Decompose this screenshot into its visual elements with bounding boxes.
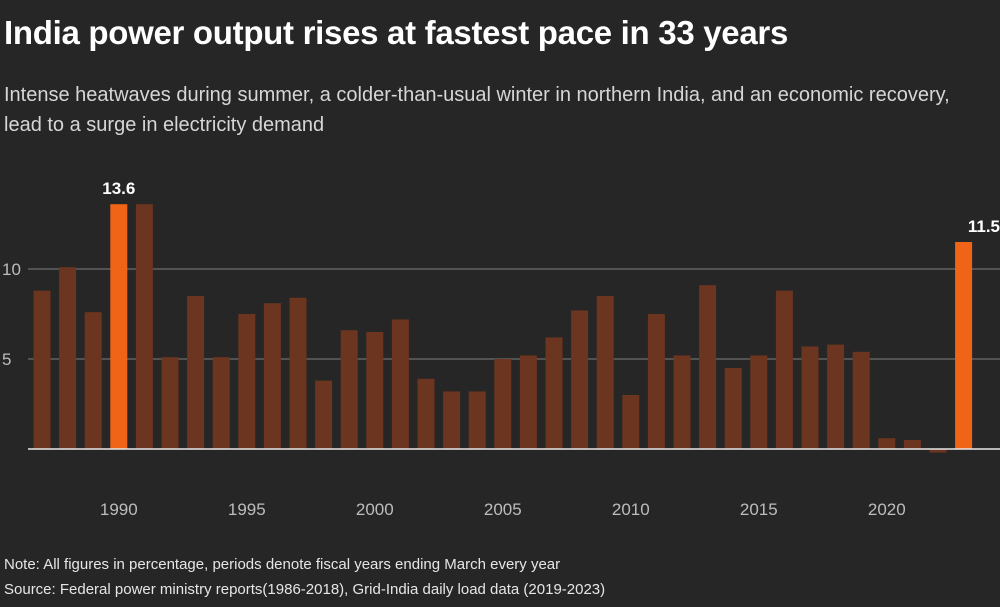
chart-source: Source: Federal power ministry reports(1… [4,581,606,598]
bar-2011 [647,314,665,449]
bar-2000 [366,332,384,449]
bar-2001 [391,319,409,449]
chart-note: Note: All figures in percentage, periods… [4,556,561,573]
bar-2020 [878,438,896,449]
data-label-2023: 11.5 [968,217,1000,236]
bar-2022 [929,449,947,453]
bar-1990 [110,204,128,449]
y-tick-label: 5 [2,350,11,369]
bar-2005 [494,359,512,449]
chart-subtitle: Intense heatwaves during summer, a colde… [4,84,950,136]
x-tick-label: 2005 [484,500,522,519]
bar-2023 [955,242,973,449]
bar-2018 [827,344,845,449]
data-label-1990: 13.6 [102,179,135,198]
bar-1989 [84,312,102,449]
chart-title: India power output rises at fastest pace… [4,14,789,51]
bar-1992 [161,357,179,449]
bar-2007 [545,337,563,449]
bar-2021 [903,440,921,449]
bar-2009 [596,296,614,449]
x-tick-label: 1995 [228,500,266,519]
bar-2017 [801,346,819,449]
bar-2004 [468,391,486,449]
bar-1995 [238,314,256,449]
bar-2010 [622,395,640,449]
bar-1991 [135,204,153,449]
x-tick-label: 2020 [868,500,906,519]
x-tick-label: 2015 [740,500,778,519]
y-tick-label: 10 [2,260,21,279]
bar-2015 [750,355,768,449]
bar-1987 [33,290,51,449]
bar-1994 [212,357,230,449]
bar-1997 [289,297,307,449]
x-tick-label: 2010 [612,500,650,519]
bar-2002 [417,378,435,449]
x-tick-label: 2000 [356,500,394,519]
bar-2012 [673,355,691,449]
bar-2014 [724,368,742,449]
bar-1998 [315,380,333,449]
bar-2019 [852,351,870,449]
bar-chart: 5 10 13.6 11.5 1990 1995 2000 2005 2010 2015 2020 [2,179,1000,519]
bar-1993 [187,296,205,449]
bar-2006 [519,355,537,449]
bar-2008 [571,310,589,449]
bar-2016 [775,290,793,449]
bar-1988 [59,267,77,449]
bar-2013 [699,285,717,449]
bar-2003 [443,391,461,449]
x-tick-label: 1990 [100,500,138,519]
bar-1996 [263,303,281,449]
bar-1999 [340,330,358,449]
